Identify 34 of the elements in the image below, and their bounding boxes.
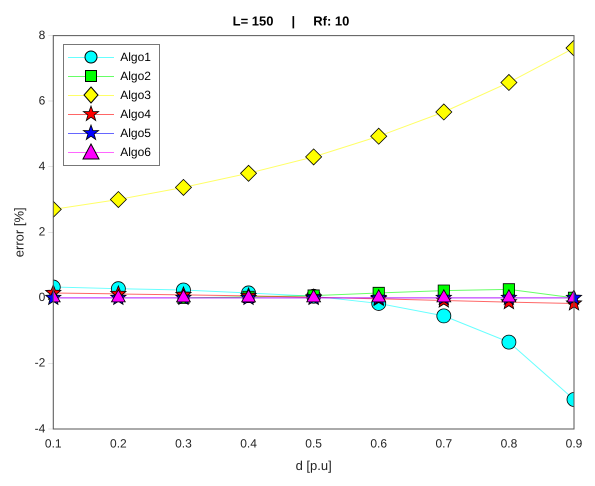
x-tick-label: 0.3 bbox=[175, 436, 192, 451]
y-axis-title: error [%] bbox=[11, 207, 26, 258]
point bbox=[370, 128, 388, 145]
point bbox=[435, 104, 452, 120]
point bbox=[240, 164, 257, 182]
y-tick-label: -4 bbox=[34, 421, 46, 436]
point bbox=[175, 178, 192, 196]
y-tick-label: 2 bbox=[38, 224, 46, 239]
y-tick-label: 0 bbox=[38, 290, 46, 304]
legend-label: Algo6 bbox=[120, 145, 151, 160]
legend-label: Algo5 bbox=[120, 126, 151, 140]
point bbox=[305, 148, 322, 166]
y-tick-label: -2 bbox=[34, 356, 46, 370]
point bbox=[500, 74, 518, 91]
legend-label: Algo1 bbox=[120, 50, 151, 64]
x-tick-label: 0.1 bbox=[44, 436, 62, 451]
legend-label: Algo3 bbox=[120, 88, 151, 102]
y-tick-label: 6 bbox=[38, 93, 46, 108]
x-tick-label: 0.7 bbox=[435, 436, 452, 451]
x-tick-label: 0.6 bbox=[370, 436, 388, 451]
y-tick-label: 8 bbox=[38, 28, 46, 42]
x-tick-label: 0.5 bbox=[305, 436, 322, 451]
legend-label: Algo4 bbox=[120, 107, 151, 122]
x-tick-label: 0.4 bbox=[240, 436, 258, 451]
x-tick-label: 0.8 bbox=[500, 436, 518, 451]
x-tick-label: 0.9 bbox=[566, 436, 583, 451]
y-tick-label: 4 bbox=[38, 159, 46, 174]
x-tick-label: 0.2 bbox=[110, 436, 128, 451]
chart-title: L= 150 | Rf: 10 bbox=[232, 13, 350, 28]
point bbox=[502, 334, 516, 350]
legend-label: Algo2 bbox=[120, 69, 151, 84]
point bbox=[110, 191, 127, 208]
x-axis-title: d [p.u] bbox=[296, 458, 332, 473]
point bbox=[436, 308, 452, 324]
